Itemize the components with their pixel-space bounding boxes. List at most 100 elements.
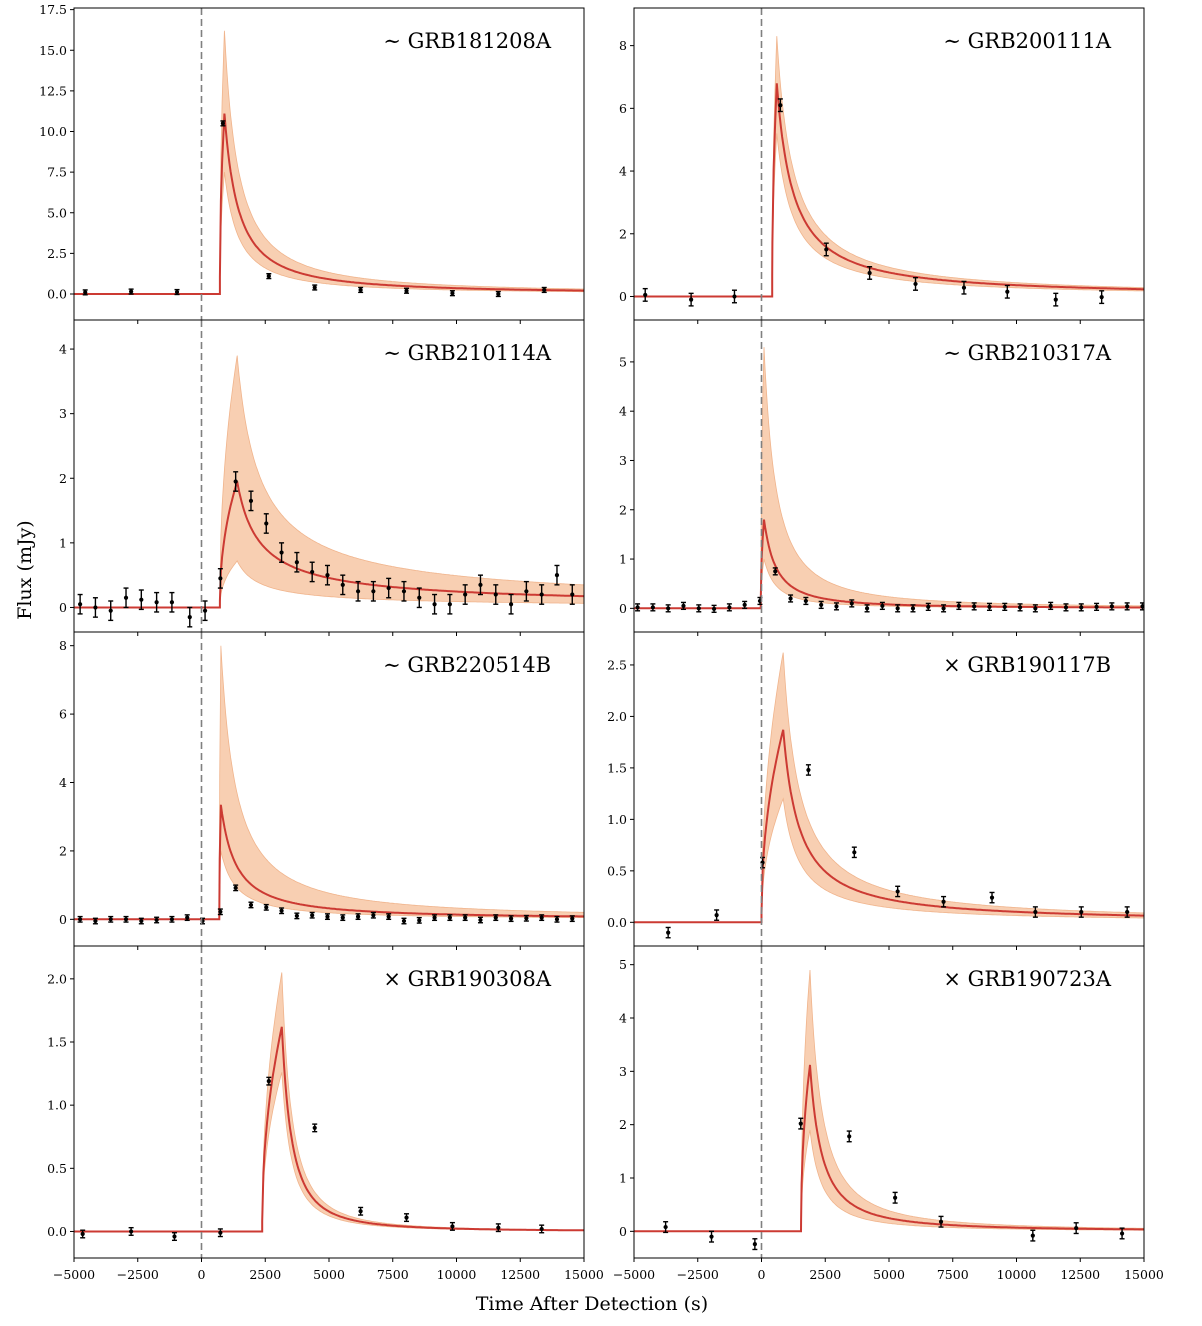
- panel-grb220514b-data-point-24: [447, 914, 453, 922]
- panel-grb220514b-point-marker-12: [264, 905, 269, 910]
- panel-grb210114a-data-point-29: [523, 580, 529, 602]
- panel-grb181208a-data-point-4: [266, 272, 272, 280]
- panel-grb200111a-point-marker-4: [824, 247, 829, 252]
- panel-grb220514b-point-marker-2: [108, 917, 113, 922]
- panel-grb210317a-data-point-4: [696, 604, 702, 613]
- panel-grb210317a-point-marker-26: [1033, 606, 1038, 611]
- panel-grb210114a-data-point-7: [187, 606, 193, 628]
- panel-grb220514b-ytick-label-0: 0: [59, 912, 67, 927]
- panel-grb220514b-point-marker-21: [401, 918, 407, 924]
- panel-grb210114a-point-marker-22: [417, 595, 422, 600]
- panel-grb220514b-data-point-15: [309, 911, 315, 919]
- panel-grb210317a-data-point-1: [650, 603, 656, 612]
- panel-grb220514b-point-marker-14: [294, 913, 299, 918]
- panel-grb190308a-ytick-label-0: 0.0: [47, 1224, 67, 1239]
- panel-grb220514b-plot-area: [74, 645, 584, 925]
- panel-grb220514b-data-point-31: [554, 915, 560, 923]
- panel-grb220514b-data-point-3: [123, 915, 129, 923]
- panel-grb210317a-data-point-23: [986, 602, 992, 612]
- panel-grb220514b-point-marker-9: [218, 909, 223, 914]
- panel-grb190308a-data-point-4: [266, 1076, 272, 1086]
- panel-grb210317a-point-marker-9: [773, 569, 778, 574]
- panel-grb190308a-title: × GRB190308A: [383, 967, 551, 991]
- panel-grb210317a-frame: [633, 319, 1145, 633]
- panel-grb210114a-point-marker-23: [432, 602, 437, 607]
- panel-grb200111a-data-point-3: [777, 98, 783, 113]
- panel-grb220514b-point-marker-29: [524, 916, 529, 921]
- panel-grb210114a-ytick-label-1: 1: [59, 535, 67, 550]
- panel-grb190308a-xtick-label-7: 12500: [500, 1267, 540, 1282]
- panel-grb190308a-data-point-6: [358, 1206, 364, 1216]
- panel-grb220514b-point-marker-27: [493, 915, 498, 920]
- panel-grb220514b-data-point-17: [340, 914, 346, 922]
- panel-grb220514b-data-point-11: [248, 901, 254, 909]
- panel-grb190723a-xtick-label-6: 10000: [997, 1267, 1037, 1282]
- panel-grb181208a-point-marker-8: [450, 291, 455, 296]
- panel-grb190723a-ytick-label-1: 1: [619, 1171, 627, 1186]
- panel-grb190723a-data-point-9: [1119, 1227, 1125, 1240]
- panel-grb220514b-data-point-22: [416, 916, 422, 924]
- panel-grb190117b-point-marker-6: [941, 899, 946, 904]
- panel-grb200111a-data-point-7: [961, 280, 967, 295]
- panel-grb200111a-point-marker-0: [643, 292, 648, 298]
- panel-grb190723a-xtick-label-0: −5000: [613, 1267, 655, 1282]
- panel-grb190308a-xtick-label-6: 10000: [437, 1267, 477, 1282]
- panel-grb181208a-data-point-9: [495, 290, 501, 298]
- panel-grb210114a-point-marker-8: [202, 608, 208, 613]
- panel-grb200111a-data-point-1: [688, 292, 694, 307]
- panel-grb200111a-ytick-label-2: 4: [619, 164, 627, 179]
- panel-grb200111a-model-line: [634, 83, 1144, 298]
- panel-grb190117b-data-point-4: [851, 846, 857, 859]
- panel-grb181208a-title: ∼ GRB181208A: [383, 29, 551, 53]
- panel-grb190308a-point-marker-0: [80, 1231, 85, 1237]
- panel-grb200111a-uncertainty-band: [634, 36, 1144, 297]
- panel-grb220514b-ytick-label-3: 6: [59, 707, 67, 722]
- panel-grb210114a-data-point-1: [92, 597, 98, 618]
- panel-grb220514b-point-marker-32: [570, 916, 575, 921]
- y-axis-label: Flux (mJy): [14, 520, 36, 619]
- panel-grb210114a-data-point-8: [202, 600, 208, 622]
- panel-grb210114a-data-point-15: [309, 561, 315, 583]
- panel-grb210317a-data-point-31: [1109, 602, 1115, 611]
- panel-grb220514b-model-line: [74, 804, 584, 921]
- panel-grb210317a-data-point-28: [1063, 603, 1069, 612]
- panel-grb190308a-data-point-2: [171, 1232, 177, 1242]
- panel-grb210114a-data-point-5: [154, 591, 160, 613]
- panel-grb210114a-point-marker-7: [187, 615, 192, 620]
- panel-grb210317a-point-marker-2: [666, 606, 671, 611]
- panel-grb190723a-xtick-label-2: 0: [758, 1267, 766, 1282]
- panel-grb210114a-point-marker-24: [447, 602, 452, 607]
- panel-grb210114a-point-marker-16: [325, 573, 330, 578]
- panel-grb190723a-point-marker-0: [663, 1224, 668, 1230]
- panel-grb210317a-data-point-10: [788, 594, 794, 603]
- panel-grb210114a-point-marker-27: [493, 592, 498, 597]
- panel-grb190308a-data-point-8: [449, 1221, 455, 1231]
- panel-grb190723a-ytick-label-5: 5: [619, 957, 627, 972]
- panel-grb210114a-data-point-20: [386, 577, 392, 599]
- panel-grb220514b-point-marker-30: [539, 915, 544, 920]
- panel-grb190117b-data-point-8: [1032, 906, 1038, 918]
- panel-grb220514b-point-marker-0: [78, 917, 83, 922]
- panel-grb210114a-data-point-12: [263, 513, 269, 534]
- panel-grb190723a-ytick-label-4: 4: [619, 1011, 627, 1026]
- panel-grb210317a-data-point-6: [726, 603, 732, 612]
- panel-grb210114a-ytick-label-2: 2: [59, 471, 67, 486]
- panel-grb210317a-data-point-13: [833, 602, 839, 611]
- panel-grb190723a-point-marker-2: [752, 1242, 757, 1247]
- panel-grb210317a-data-point-22: [971, 602, 977, 611]
- panel-grb210114a-plot-area: [74, 355, 584, 628]
- panel-grb210317a-point-marker-1: [650, 605, 655, 610]
- panel-grb210317a-data-point-21: [956, 601, 962, 611]
- panel-grb210114a-point-marker-25: [463, 592, 468, 597]
- panel-grb190308a-point-marker-9: [496, 1225, 501, 1230]
- panel-grb210317a-plot-area: [634, 347, 1144, 613]
- panel-grb181208a-point-marker-7: [404, 288, 409, 293]
- panel-grb210114a-point-marker-9: [218, 576, 223, 581]
- panel-grb190723a-ytick-label-0: 0: [619, 1224, 627, 1239]
- panel-grb220514b-title: ∼ GRB220514B: [383, 653, 551, 677]
- panel-grb220514b-data-point-20: [386, 913, 392, 921]
- panel-grb190117b-data-point-10: [1124, 906, 1130, 918]
- panel-grb200111a-point-marker-2: [732, 294, 737, 299]
- x-axis-label: Time After Detection (s): [476, 1293, 708, 1315]
- panel-grb210317a-point-marker-18: [910, 606, 916, 611]
